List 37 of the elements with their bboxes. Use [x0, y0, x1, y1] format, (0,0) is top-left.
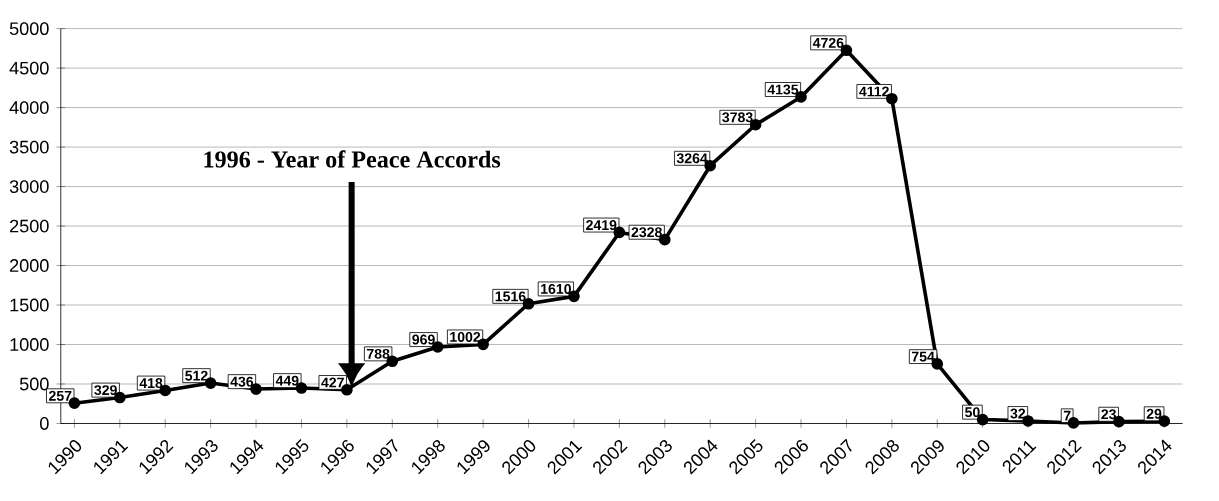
data-label: 788 — [366, 349, 390, 359]
data-label: 7 — [1063, 410, 1071, 421]
data-label: 754 — [911, 351, 935, 362]
data-label: 2328 — [631, 227, 662, 238]
data-label: 50 — [965, 407, 980, 418]
data-label: 257 — [48, 390, 72, 401]
y-tick-label: 3000 — [9, 180, 49, 194]
y-tick-label: 4000 — [9, 101, 49, 115]
y-tick-label: 1500 — [10, 298, 49, 312]
annotation: 1996 - Year of Peace Accords — [204, 150, 501, 168]
y-tick-label: 2500 — [10, 219, 49, 233]
y-tick-label: 500 — [19, 377, 49, 391]
data-label: 418 — [139, 378, 163, 389]
data-label: 1516 — [495, 291, 526, 302]
data-label: 427 — [321, 377, 344, 388]
y-tick-label: 5000 — [9, 22, 49, 36]
data-label: 512 — [185, 370, 208, 381]
data-label: 29 — [1146, 408, 1162, 419]
data-label: 23 — [1101, 409, 1116, 420]
data-label: 969 — [412, 334, 435, 345]
data-label: 4112 — [859, 86, 889, 97]
data-label: 32 — [1010, 408, 1026, 419]
y-tick-label: 3500 — [9, 140, 49, 154]
y-tick-label: 1000 — [10, 338, 49, 352]
data-label: 3783 — [722, 112, 753, 123]
y-tick-label: 4500 — [9, 61, 49, 75]
data-label: 4135 — [767, 84, 799, 95]
data-label: 4726 — [812, 38, 844, 48]
data-label: 449 — [275, 375, 299, 386]
y-tick-label: 2000 — [10, 259, 49, 273]
data-label: 3264 — [676, 153, 708, 164]
data-label: 1610 — [541, 284, 571, 295]
data-label: 1002 — [450, 332, 481, 343]
data-label: 329 — [94, 385, 117, 396]
data-label: 436 — [230, 376, 254, 387]
data-label: 2419 — [586, 220, 617, 231]
y-tick-label: 0 — [40, 417, 49, 431]
